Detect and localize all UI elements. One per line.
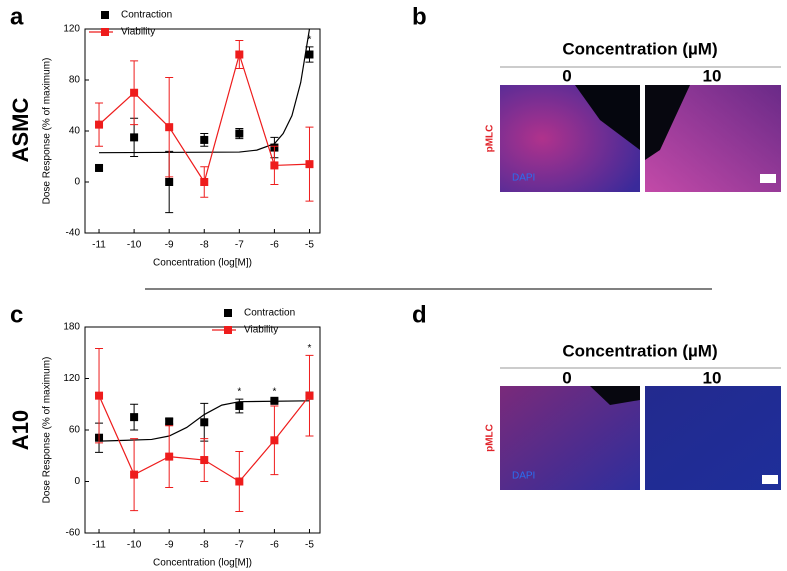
column-label: 10	[703, 66, 722, 85]
data-point	[165, 178, 174, 186]
legend-label: Contraction	[244, 308, 295, 319]
legend-swatch	[224, 326, 232, 334]
annotation: *	[308, 343, 312, 354]
x-tick-label: -6	[270, 540, 279, 551]
x-tick-label: -9	[165, 240, 174, 251]
y-tick-label: -60	[66, 528, 81, 539]
column-label: 0	[562, 368, 571, 387]
y-tick-label: 180	[63, 322, 80, 333]
data-point	[165, 452, 174, 461]
legend-label: Contraction	[121, 10, 172, 21]
x-tick-label: -10	[127, 540, 142, 551]
x-tick-label: -11	[92, 240, 106, 251]
y-axis-title: Dose Response (% of maximum)	[42, 357, 53, 504]
data-point	[270, 161, 279, 170]
data-point	[200, 178, 209, 186]
data-point	[235, 129, 244, 138]
data-point	[95, 391, 104, 400]
plot-frame	[84, 326, 321, 534]
legend-swatch	[101, 11, 109, 19]
x-tick-label: -10	[127, 240, 142, 251]
data-point	[270, 436, 279, 445]
legend-swatch	[224, 309, 232, 317]
y-axis-title: Dose Response (% of maximum)	[42, 58, 53, 205]
x-axis-title: Concentration (log[M])	[153, 258, 252, 269]
stain-label: pMLC	[485, 424, 496, 452]
column-label: 10	[703, 368, 722, 387]
data-point	[235, 477, 244, 486]
annotation: *	[237, 387, 241, 398]
x-axis-title: Concentration (log[M])	[153, 558, 252, 569]
y-tick-label: 120	[63, 373, 80, 384]
x-tick-label: -9	[165, 540, 174, 551]
counterstain-label: DAPI	[512, 173, 535, 184]
legend-swatch	[101, 28, 109, 36]
data-point	[95, 163, 104, 172]
data-point	[200, 456, 209, 465]
legend-label: Viability	[121, 27, 155, 38]
y-tick-label: 0	[74, 177, 80, 188]
data-point	[130, 470, 139, 479]
data-point	[165, 123, 174, 132]
data-point	[270, 396, 279, 405]
x-tick-label: -7	[235, 540, 244, 551]
panel-label: d	[412, 301, 427, 328]
data-point	[235, 50, 244, 59]
y-tick-label: 0	[74, 476, 80, 487]
data-point	[165, 417, 174, 426]
data-point	[305, 50, 314, 59]
x-tick-label: -6	[270, 240, 279, 251]
x-tick-label: -5	[305, 240, 314, 251]
data-point	[130, 133, 139, 142]
data-point	[200, 418, 209, 427]
y-tick-label: 40	[69, 126, 81, 137]
fit-curve	[99, 28, 311, 154]
panel-label: a	[10, 3, 24, 30]
x-tick-label: -8	[200, 240, 209, 251]
row-label: A10	[8, 410, 33, 450]
data-point	[235, 401, 244, 410]
stain-label: pMLC	[485, 125, 496, 153]
x-tick-label: -5	[305, 540, 314, 551]
micrograph-d	[500, 386, 781, 490]
micrograph-b	[500, 85, 781, 192]
y-tick-label: -40	[66, 228, 81, 239]
panel-label: c	[10, 301, 23, 328]
counterstain-label: DAPI	[512, 471, 535, 482]
column-label: 0	[562, 66, 571, 85]
y-tick-label: 60	[69, 425, 81, 436]
legend-label: Viability	[244, 325, 278, 336]
column-header: Concentration (µM)	[562, 39, 717, 58]
x-tick-label: -11	[92, 540, 106, 551]
x-tick-label: -8	[200, 540, 209, 551]
panel-label: b	[412, 3, 427, 30]
data-point	[305, 391, 314, 400]
column-header: Concentration (µM)	[562, 341, 717, 360]
data-point	[200, 135, 209, 144]
data-point	[130, 88, 139, 97]
x-tick-label: -7	[235, 240, 244, 251]
annotation: *	[272, 387, 276, 398]
y-tick-label: 120	[63, 24, 80, 35]
data-point	[95, 120, 104, 129]
annotation: *	[308, 34, 312, 45]
data-point	[305, 160, 314, 169]
data-point	[130, 413, 139, 422]
y-tick-label: 80	[69, 75, 81, 86]
row-label: ASMC	[8, 98, 33, 163]
